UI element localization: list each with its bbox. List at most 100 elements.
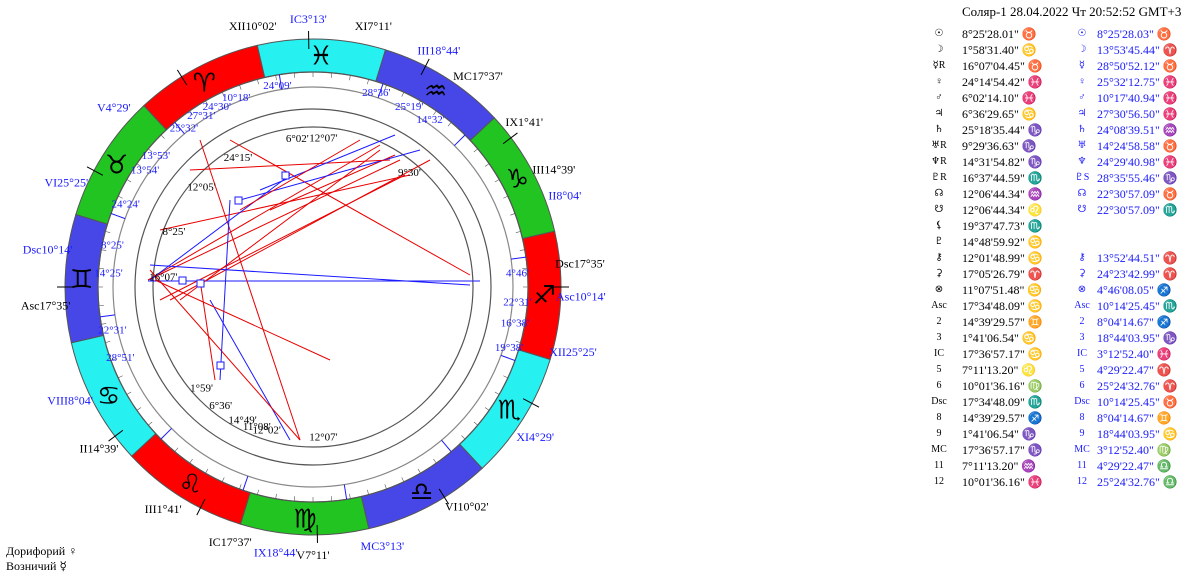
degree-tick — [384, 484, 387, 490]
transit-symbol: ⊗ — [1077, 284, 1087, 295]
aspect-marker — [196, 279, 205, 288]
degree-tick — [174, 447, 179, 452]
transit-planet-labels: 24°30'10°18' 24°09' 27°31'25°32' 28°36' 25°1… — [94, 80, 531, 364]
natal-planet-labels: 6°02' 12°07'24°15'9°30'12°05'8°25'16°07'1… — [149, 132, 421, 443]
natal-value: 16°07'04.45" ♉ — [962, 59, 1043, 73]
transit-value: 4°29'22.47" ♈ — [1097, 363, 1172, 377]
natal-value: 25°18'35.44" ♑ — [962, 123, 1043, 137]
transit-label: 24°09' — [263, 80, 291, 92]
vozniciy-label: Возничий ☿ — [6, 559, 67, 573]
natal-label: 12°07' — [309, 432, 337, 444]
transit-cusp-line — [377, 83, 384, 99]
transit-value: 24°23'42.99" ♈ — [1097, 267, 1178, 281]
chart-title: Соляр-1 28.04.2022 Чт 20:52:52 GMT+3 — [962, 4, 1182, 19]
transit-value: 4°46'08.05" ♐ — [1097, 283, 1172, 297]
natal-label: 16°07' — [149, 272, 177, 284]
transit-value: 28°50'52.12" ♉ — [1097, 59, 1178, 73]
aspect-line — [239, 139, 361, 211]
degree-tick — [367, 79, 369, 85]
degree-tick — [447, 122, 452, 127]
cusp-label: IX1°41' — [505, 115, 543, 129]
cusp-label: Asc10°14' — [556, 289, 606, 303]
transit-cusp-line — [510, 256, 526, 260]
transit-cusp-line — [242, 475, 249, 491]
natal-value: 17°34'48.09" ♋ — [962, 299, 1043, 313]
sign-glyph: ♍ — [293, 504, 316, 534]
transit-cusp-line — [500, 354, 516, 362]
natal-symbol: ♀ — [935, 76, 943, 87]
transit-symbol: Dsc — [1074, 396, 1090, 407]
sign-glyph: ♓ — [309, 42, 332, 72]
transit-value: 10°14'25.45" ♉ — [1097, 395, 1178, 409]
natal-symbol: IC — [934, 348, 944, 359]
transit-value: 8°04'14.67" ♊ — [1097, 411, 1172, 425]
degree-tick — [189, 110, 193, 116]
transit-symbol: ♆ — [1077, 156, 1087, 167]
sign-glyph: ♒ — [424, 77, 447, 107]
aspect-line — [147, 144, 381, 281]
transit-symbol: IC — [1077, 348, 1087, 359]
house-cusp-line — [108, 429, 124, 442]
natal-value: 12°06'44.34" ♒ — [962, 187, 1043, 201]
degree-tick — [384, 84, 387, 90]
transit-value: 22°30'57.09" ♉ — [1097, 187, 1178, 201]
natal-value: 7°11'13.20" ♒ — [962, 459, 1037, 473]
natal-value: 17°05'26.79" ♈ — [962, 267, 1043, 281]
natal-symbol: 3 — [936, 332, 942, 343]
transit-symbol: ♅ — [1077, 140, 1087, 151]
house-cusp-line — [502, 132, 518, 145]
cusp-label: VIII8°04' — [47, 393, 93, 407]
transit-value: 18°44'03.95" ♑ — [1097, 331, 1178, 345]
transit-cusp-line — [278, 74, 283, 90]
degree-tick — [519, 323, 525, 325]
cusp-label: V4°29' — [97, 101, 131, 115]
zodiac-ring: ♓ ♒ ♑ ♐ ♏ ♎ ♍ ♌ ♋ ♊ ♉ ♈ — [64, 38, 562, 536]
degree-tick — [110, 358, 116, 361]
transit-value: 14°24'58.58" ♉ — [1097, 139, 1178, 153]
natal-value: 1°41'06.54" ♋ — [962, 331, 1037, 345]
degree-tick — [503, 375, 508, 379]
cusp-label: IC17°37' — [209, 535, 252, 549]
house-cusp-labels: XII10°02' IC3°13' XI7°11' III18°44' MC17°37'… — [21, 12, 606, 562]
degree-tick — [433, 110, 437, 116]
aspect-line — [269, 154, 396, 211]
natal-label: 6°36' — [209, 400, 232, 412]
aspect-lines — [147, 134, 471, 441]
degree-tick — [515, 231, 521, 233]
transit-symbol: ♀ — [1078, 76, 1086, 87]
natal-symbol: 6 — [936, 380, 942, 391]
natal-label: 12°05' — [187, 182, 215, 194]
transit-value: 22°30'57.09" ♏ — [1097, 203, 1178, 217]
natal-symbol: 9 — [936, 428, 942, 439]
natal-symbol: ⚸ — [935, 220, 943, 231]
natal-value: 14°31'54.82" ♑ — [962, 155, 1043, 169]
transit-value: 8°25'28.03" ♉ — [1097, 27, 1172, 41]
natal-symbol: ☋ — [934, 204, 944, 215]
natal-symbol: ♂ — [935, 92, 943, 103]
transit-value: 18°44'03.95" ♋ — [1097, 427, 1178, 441]
chart-ring — [152, 126, 474, 448]
natal-symbol: Asc — [931, 300, 947, 311]
degree-tick — [275, 75, 277, 81]
cusp-label: VI10°02' — [445, 500, 489, 514]
transit-value: 25°32'12.75" ♓ — [1097, 75, 1178, 89]
cusp-label: III1°41' — [145, 502, 182, 516]
degree-tick — [126, 179, 132, 183]
aspect-line — [239, 149, 421, 201]
transit-symbol: 9 — [1079, 428, 1085, 439]
aspect-line — [229, 139, 471, 276]
natal-value: 11°07'51.48" ♋ — [962, 283, 1043, 297]
degree-tick — [349, 493, 351, 499]
degree-tick — [105, 341, 111, 343]
degree-tick — [126, 391, 132, 395]
house-cusp-line — [86, 166, 104, 176]
degree-tick — [494, 391, 500, 395]
degree-tick — [401, 92, 405, 97]
degree-tick — [367, 489, 369, 495]
transit-symbol: ☋ — [1077, 204, 1087, 215]
transit-symbol: Asc — [1074, 300, 1090, 311]
natal-symbol: Dsc — [931, 396, 947, 407]
natal-label: 24°15' — [224, 152, 252, 164]
aspect-line — [189, 159, 391, 171]
degree-tick — [189, 458, 193, 464]
